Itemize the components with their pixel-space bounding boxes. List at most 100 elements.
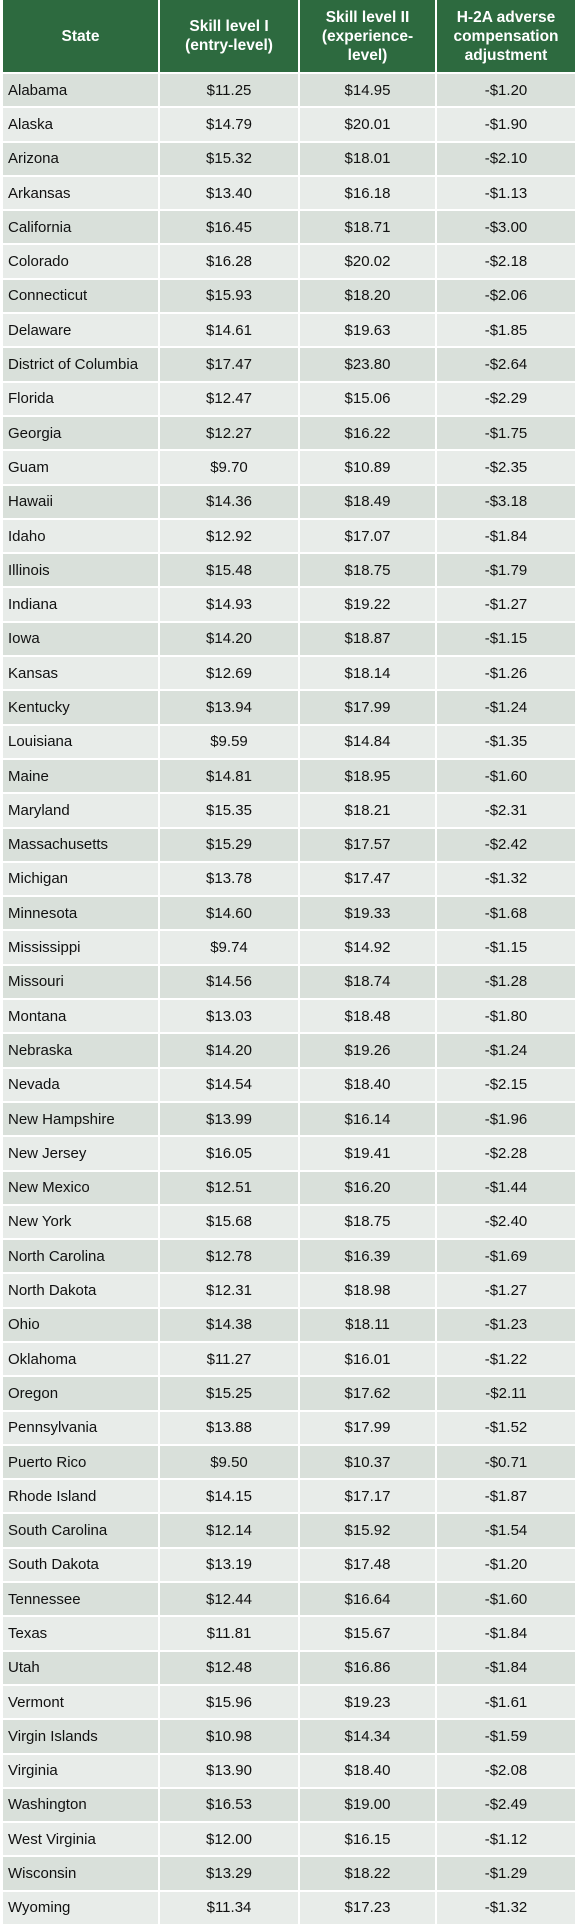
skill-level-1-cell: $11.27 (158, 1340, 300, 1378)
header-skill-level-1: Skill level I (entry-level) (158, 0, 300, 74)
state-cell: New York (1, 1203, 160, 1241)
state-cell: Tennessee (1, 1581, 160, 1618)
table-row: Missouri $14.56 $18.74 -$1.28 (1, 963, 576, 1001)
skill-level-1-cell: $12.31 (158, 1272, 300, 1309)
state-cell: Oklahoma (1, 1340, 160, 1378)
adjustment-cell: -$2.10 (435, 140, 576, 177)
skill-level-2-cell: $19.63 (298, 312, 437, 349)
state-cell: Kentucky (1, 689, 160, 726)
state-cell: Illinois (1, 552, 160, 589)
skill-level-1-cell: $14.79 (158, 106, 300, 143)
state-cell: Idaho (1, 517, 160, 555)
table-row: New Hampshire $13.99 $16.14 -$1.96 (1, 1100, 576, 1138)
skill-level-2-cell: $10.89 (298, 449, 437, 486)
skill-level-2-cell: $18.74 (298, 963, 437, 1001)
state-cell: Washington (1, 1786, 160, 1824)
skill-level-2-cell: $15.92 (298, 1512, 437, 1549)
adjustment-cell: -$1.75 (435, 414, 576, 452)
skill-level-1-cell: $14.81 (158, 757, 300, 795)
skill-level-2-cell: $19.41 (298, 1135, 437, 1172)
skill-level-2-cell: $14.84 (298, 723, 437, 760)
skill-level-1-cell: $13.19 (158, 1546, 300, 1584)
skill-level-2-cell: $16.86 (298, 1649, 437, 1686)
state-cell: North Dakota (1, 1272, 160, 1309)
state-cell: Guam (1, 449, 160, 486)
state-cell: Delaware (1, 312, 160, 349)
skill-level-1-cell: $14.54 (158, 1066, 300, 1103)
skill-level-1-cell: $9.50 (158, 1443, 300, 1481)
table-row: Connecticut $15.93 $18.20 -$2.06 (1, 277, 576, 315)
skill-level-1-cell: $13.90 (158, 1752, 300, 1789)
adjustment-cell: -$2.31 (435, 792, 576, 829)
table-row: West Virginia $12.00 $16.15 -$1.12 (1, 1821, 576, 1858)
state-cell: Colorado (1, 243, 160, 280)
state-cell: Hawaii (1, 483, 160, 520)
table-row: North Dakota $12.31 $18.98 -$1.27 (1, 1272, 576, 1309)
table-row: Puerto Rico $9.50 $10.37 -$0.71 (1, 1443, 576, 1481)
adjustment-cell: -$2.08 (435, 1752, 576, 1789)
skill-level-1-cell: $10.98 (158, 1718, 300, 1755)
skill-level-1-cell: $14.60 (158, 895, 300, 932)
table-row: Virgin Islands $10.98 $14.34 -$1.59 (1, 1718, 576, 1755)
header-skill-level-2: Skill level II (experience- level) (298, 0, 437, 74)
state-cell: Connecticut (1, 277, 160, 315)
skill-level-2-cell: $20.02 (298, 243, 437, 280)
adjustment-cell: -$1.60 (435, 757, 576, 795)
table-row: Kansas $12.69 $18.14 -$1.26 (1, 655, 576, 692)
skill-level-1-cell: $14.15 (158, 1478, 300, 1515)
adjustment-cell: -$1.12 (435, 1821, 576, 1858)
skill-level-1-cell: $14.61 (158, 312, 300, 349)
table-row: Illinois $15.48 $18.75 -$1.79 (1, 552, 576, 589)
adjustment-cell: -$1.13 (435, 174, 576, 212)
skill-level-1-cell: $12.48 (158, 1649, 300, 1686)
adjustment-cell: -$1.60 (435, 1581, 576, 1618)
header-row: State Skill level I (entry-level) Skill … (1, 0, 576, 74)
table-row: Arizona $15.32 $18.01 -$2.10 (1, 140, 576, 177)
table-row: Arkansas $13.40 $16.18 -$1.13 (1, 174, 576, 212)
state-cell: Virginia (1, 1752, 160, 1789)
table-row: Ohio $14.38 $18.11 -$1.23 (1, 1306, 576, 1343)
state-cell: Texas (1, 1615, 160, 1652)
table-row: New York $15.68 $18.75 -$2.40 (1, 1203, 576, 1241)
adjustment-cell: -$1.28 (435, 963, 576, 1001)
header-skill-level-1-line-2: (entry-level) (185, 37, 273, 54)
adjustment-cell: -$1.15 (435, 929, 576, 966)
skill-level-1-cell: $15.48 (158, 552, 300, 589)
table-row: Oregon $15.25 $17.62 -$2.11 (1, 1375, 576, 1412)
adjustment-cell: -$1.32 (435, 860, 576, 898)
state-cell: Georgia (1, 414, 160, 452)
state-cell: Minnesota (1, 895, 160, 932)
adjustment-cell: -$2.42 (435, 826, 576, 863)
table-row: District of Columbia $17.47 $23.80 -$2.64 (1, 346, 576, 383)
table-row: Iowa $14.20 $18.87 -$1.15 (1, 620, 576, 658)
adjustment-cell: -$1.54 (435, 1512, 576, 1549)
table-row: Alaska $14.79 $20.01 -$1.90 (1, 106, 576, 143)
skill-level-2-cell: $16.64 (298, 1581, 437, 1618)
adjustment-cell: -$2.35 (435, 449, 576, 486)
table-row: Tennessee $12.44 $16.64 -$1.60 (1, 1581, 576, 1618)
state-cell: Montana (1, 998, 160, 1035)
state-cell: Massachusetts (1, 826, 160, 863)
table-row: Pennsylvania $13.88 $17.99 -$1.52 (1, 1409, 576, 1446)
state-cell: Virgin Islands (1, 1718, 160, 1755)
state-cell: Louisiana (1, 723, 160, 760)
skill-level-1-cell: $12.00 (158, 1821, 300, 1858)
table-row: Virginia $13.90 $18.40 -$2.08 (1, 1752, 576, 1789)
skill-level-2-cell: $18.21 (298, 792, 437, 829)
skill-level-2-cell: $19.26 (298, 1032, 437, 1069)
table-row: Washington $16.53 $19.00 -$2.49 (1, 1786, 576, 1824)
skill-level-2-cell: $19.00 (298, 1786, 437, 1824)
skill-level-1-cell: $12.27 (158, 414, 300, 452)
table-row: Guam $9.70 $10.89 -$2.35 (1, 449, 576, 486)
header-adjustment-line-1: H-2A adverse (456, 8, 556, 26)
table-row: South Dakota $13.19 $17.48 -$1.20 (1, 1546, 576, 1584)
adjustment-cell: -$1.26 (435, 655, 576, 692)
table-row: Georgia $12.27 $16.22 -$1.75 (1, 414, 576, 452)
table-row: Texas $11.81 $15.67 -$1.84 (1, 1615, 576, 1652)
state-cell: Maryland (1, 792, 160, 829)
adjustment-cell: -$0.71 (435, 1443, 576, 1481)
skill-level-2-cell: $17.62 (298, 1375, 437, 1412)
adjustment-cell: -$1.27 (435, 1272, 576, 1309)
adjustment-cell: -$2.40 (435, 1203, 576, 1241)
